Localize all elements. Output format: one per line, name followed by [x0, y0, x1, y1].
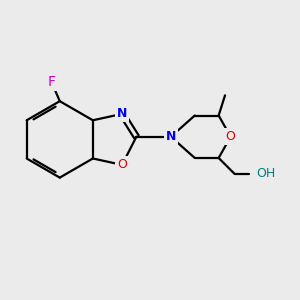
Text: OH: OH: [256, 167, 275, 180]
Text: N: N: [117, 107, 127, 120]
Text: F: F: [48, 74, 56, 88]
Text: O: O: [226, 130, 236, 143]
Text: O: O: [117, 158, 127, 171]
Text: N: N: [166, 130, 176, 143]
